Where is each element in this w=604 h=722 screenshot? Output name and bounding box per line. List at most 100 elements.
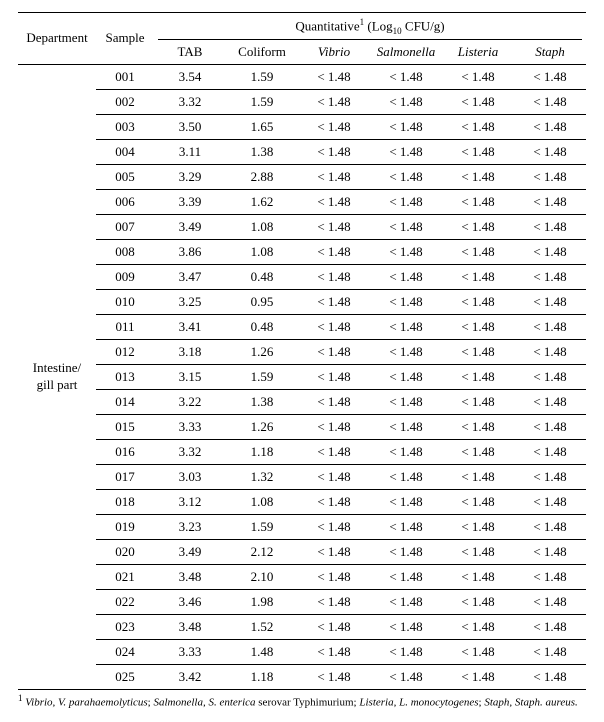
cell-tab: 3.46 <box>154 589 226 614</box>
cell-listeria: < 1.48 <box>442 489 514 514</box>
table-row: 0023.321.59< 1.48< 1.48< 1.48< 1.48 <box>18 89 586 114</box>
cell-tab: 3.32 <box>154 439 226 464</box>
cell-sample: 008 <box>96 239 154 264</box>
cell-tab: 3.39 <box>154 189 226 214</box>
cell-tab: 3.33 <box>154 414 226 439</box>
cell-vibrio: < 1.48 <box>298 639 370 664</box>
cell-listeria: < 1.48 <box>442 239 514 264</box>
table-row: 0143.221.38< 1.48< 1.48< 1.48< 1.48 <box>18 389 586 414</box>
cell-coliform: 0.95 <box>226 289 298 314</box>
cell-salmonella: < 1.48 <box>370 439 442 464</box>
cell-coliform: 1.62 <box>226 189 298 214</box>
cell-tab: 3.23 <box>154 514 226 539</box>
cell-staph: < 1.48 <box>514 464 586 489</box>
cell-staph: < 1.48 <box>514 264 586 289</box>
cell-salmonella: < 1.48 <box>370 214 442 239</box>
cell-vibrio: < 1.48 <box>298 489 370 514</box>
cell-sample: 016 <box>96 439 154 464</box>
cell-vibrio: < 1.48 <box>298 589 370 614</box>
cell-vibrio: < 1.48 <box>298 114 370 139</box>
cell-listeria: < 1.48 <box>442 339 514 364</box>
cell-vibrio: < 1.48 <box>298 64 370 89</box>
table-row: 0103.250.95< 1.48< 1.48< 1.48< 1.48 <box>18 289 586 314</box>
data-table: Department Sample Quantitative1 (Log10 C… <box>18 12 586 690</box>
cell-tab: 3.03 <box>154 464 226 489</box>
cell-staph: < 1.48 <box>514 539 586 564</box>
cell-staph: < 1.48 <box>514 489 586 514</box>
cell-staph: < 1.48 <box>514 164 586 189</box>
cell-salmonella: < 1.48 <box>370 139 442 164</box>
cell-tab: 3.54 <box>154 64 226 89</box>
cell-tab: 3.48 <box>154 614 226 639</box>
cell-staph: < 1.48 <box>514 414 586 439</box>
cell-listeria: < 1.48 <box>442 364 514 389</box>
cell-salmonella: < 1.48 <box>370 164 442 189</box>
cell-coliform: 1.65 <box>226 114 298 139</box>
cell-staph: < 1.48 <box>514 564 586 589</box>
quant-label: Quantitative <box>295 18 359 33</box>
cell-listeria: < 1.48 <box>442 139 514 164</box>
cell-listeria: < 1.48 <box>442 539 514 564</box>
cell-tab: 3.18 <box>154 339 226 364</box>
cell-vibrio: < 1.48 <box>298 364 370 389</box>
cell-tab: 3.29 <box>154 164 226 189</box>
cell-listeria: < 1.48 <box>442 589 514 614</box>
cell-tab: 3.32 <box>154 89 226 114</box>
cell-salmonella: < 1.48 <box>370 514 442 539</box>
cell-staph: < 1.48 <box>514 64 586 89</box>
col-tab: TAB <box>154 40 226 65</box>
cell-salmonella: < 1.48 <box>370 489 442 514</box>
cell-tab: 3.11 <box>154 139 226 164</box>
table-row: 0173.031.32< 1.48< 1.48< 1.48< 1.48 <box>18 464 586 489</box>
cell-sample: 009 <box>96 264 154 289</box>
cell-coliform: 1.59 <box>226 64 298 89</box>
cell-vibrio: < 1.48 <box>298 539 370 564</box>
dept-line1: Intestine/ <box>33 360 81 375</box>
table-row: 0223.461.98< 1.48< 1.48< 1.48< 1.48 <box>18 589 586 614</box>
cell-tab: 3.12 <box>154 489 226 514</box>
cell-sample: 019 <box>96 514 154 539</box>
cell-sample: 025 <box>96 664 154 689</box>
table-row: 0193.231.59< 1.48< 1.48< 1.48< 1.48 <box>18 514 586 539</box>
table-row: 0113.410.48< 1.48< 1.48< 1.48< 1.48 <box>18 314 586 339</box>
cell-listeria: < 1.48 <box>442 89 514 114</box>
cell-staph: < 1.48 <box>514 614 586 639</box>
cell-vibrio: < 1.48 <box>298 414 370 439</box>
cell-tab: 3.86 <box>154 239 226 264</box>
cell-vibrio: < 1.48 <box>298 339 370 364</box>
cell-listeria: < 1.48 <box>442 64 514 89</box>
cell-staph: < 1.48 <box>514 639 586 664</box>
table-row: 0253.421.18< 1.48< 1.48< 1.48< 1.48 <box>18 664 586 689</box>
cell-sample: 014 <box>96 389 154 414</box>
cell-salmonella: < 1.48 <box>370 389 442 414</box>
table-row: 0203.492.12< 1.48< 1.48< 1.48< 1.48 <box>18 539 586 564</box>
cell-sample: 023 <box>96 614 154 639</box>
cell-vibrio: < 1.48 <box>298 239 370 264</box>
cell-tab: 3.50 <box>154 114 226 139</box>
cell-staph: < 1.48 <box>514 89 586 114</box>
cell-sample: 021 <box>96 564 154 589</box>
cell-salmonella: < 1.48 <box>370 614 442 639</box>
cell-coliform: 0.48 <box>226 264 298 289</box>
cell-vibrio: < 1.48 <box>298 89 370 114</box>
cell-staph: < 1.48 <box>514 589 586 614</box>
cell-coliform: 1.18 <box>226 439 298 464</box>
cell-salmonella: < 1.48 <box>370 664 442 689</box>
cell-sample: 013 <box>96 364 154 389</box>
cell-coliform: 1.59 <box>226 364 298 389</box>
cell-salmonella: < 1.48 <box>370 564 442 589</box>
cell-listeria: < 1.48 <box>442 464 514 489</box>
cell-tab: 3.33 <box>154 639 226 664</box>
cell-coliform: 1.38 <box>226 389 298 414</box>
cell-salmonella: < 1.48 <box>370 339 442 364</box>
cell-staph: < 1.48 <box>514 289 586 314</box>
cell-listeria: < 1.48 <box>442 289 514 314</box>
table-row: 0093.470.48< 1.48< 1.48< 1.48< 1.48 <box>18 264 586 289</box>
cell-staph: < 1.48 <box>514 339 586 364</box>
cell-salmonella: < 1.48 <box>370 189 442 214</box>
cell-salmonella: < 1.48 <box>370 414 442 439</box>
cell-sample: 007 <box>96 214 154 239</box>
cell-salmonella: < 1.48 <box>370 114 442 139</box>
cell-listeria: < 1.48 <box>442 514 514 539</box>
cell-sample: 024 <box>96 639 154 664</box>
